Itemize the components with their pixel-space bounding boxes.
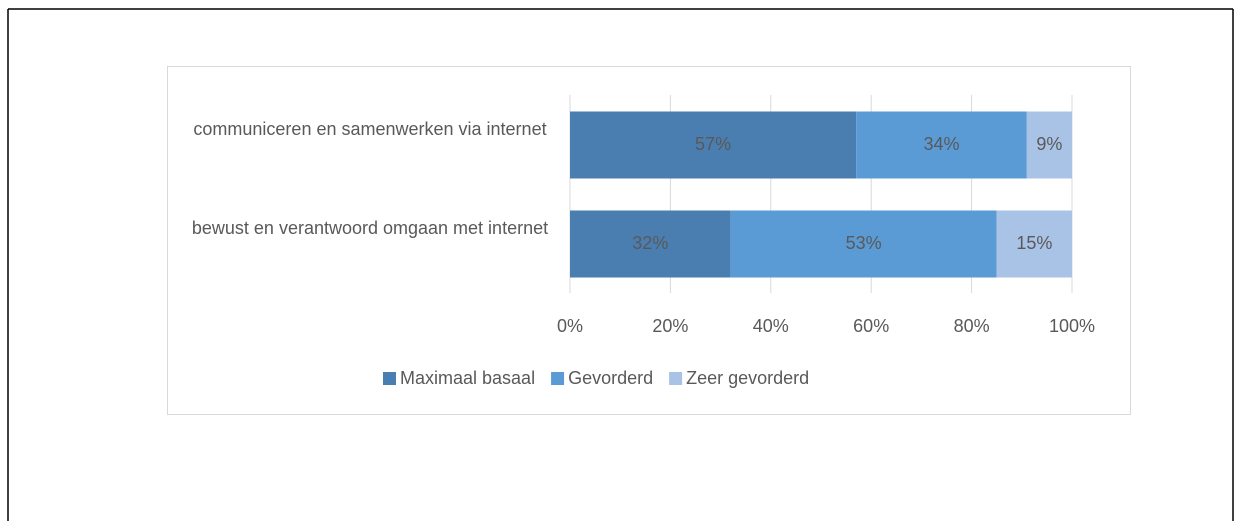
category-label: communiceren en samenwerken via internet xyxy=(193,119,547,139)
legend-swatch xyxy=(383,372,396,385)
legend-label: Zeer gevorderd xyxy=(686,368,809,388)
data-label: 15% xyxy=(1016,233,1052,253)
bar-segment xyxy=(730,210,997,278)
data-label: 57% xyxy=(695,134,731,154)
x-tick-label: 60% xyxy=(853,316,889,336)
legend-label: Gevorderd xyxy=(568,368,653,388)
category-label: bewust en verantwoord omgaan met interne… xyxy=(191,218,549,238)
bar-segment xyxy=(570,111,857,179)
legend-swatch xyxy=(669,372,683,385)
data-label: 32% xyxy=(632,233,668,253)
x-tick-label: 80% xyxy=(954,316,990,336)
x-tick-label: 0% xyxy=(557,316,583,336)
bar-segment xyxy=(1026,111,1072,179)
chart-border xyxy=(167,66,1131,415)
bar-segment xyxy=(570,210,731,278)
bar-segment xyxy=(996,210,1072,278)
legend-swatch xyxy=(551,372,565,385)
legend-label: Maximaal basaal xyxy=(400,368,535,388)
x-tick-label: 100% xyxy=(1049,316,1095,336)
data-label: 53% xyxy=(846,233,882,253)
x-tick-label: 40% xyxy=(753,316,789,336)
x-tick-label: 20% xyxy=(652,316,688,336)
bar-segment xyxy=(856,111,1027,179)
data-label: 9% xyxy=(1036,134,1062,154)
data-label: 34% xyxy=(923,134,959,154)
